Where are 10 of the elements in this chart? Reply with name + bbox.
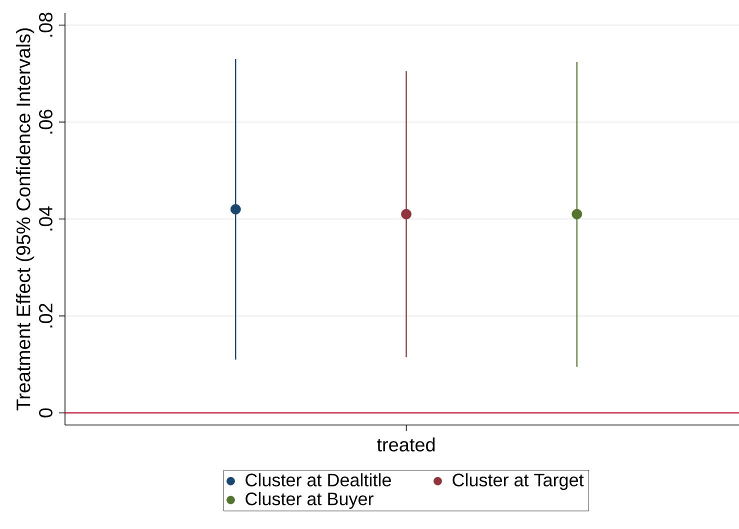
legend-label: Cluster at Dealtitle bbox=[246, 473, 391, 486]
y-tick-label: .08 bbox=[39, 12, 52, 37]
y-tick-label: .04 bbox=[39, 206, 52, 230]
legend-label: Cluster at Buyer bbox=[246, 492, 374, 509]
y-tick-label: .06 bbox=[39, 110, 52, 134]
legend-label: Cluster at Target bbox=[452, 473, 584, 490]
y-tick-label: 0 bbox=[39, 408, 52, 418]
y-axis-title: Treatment Effect (95% Confidence Intervals) bbox=[16, 28, 34, 410]
y-tick-label: .02 bbox=[39, 304, 52, 328]
x-tick-label: treated bbox=[376, 438, 435, 452]
